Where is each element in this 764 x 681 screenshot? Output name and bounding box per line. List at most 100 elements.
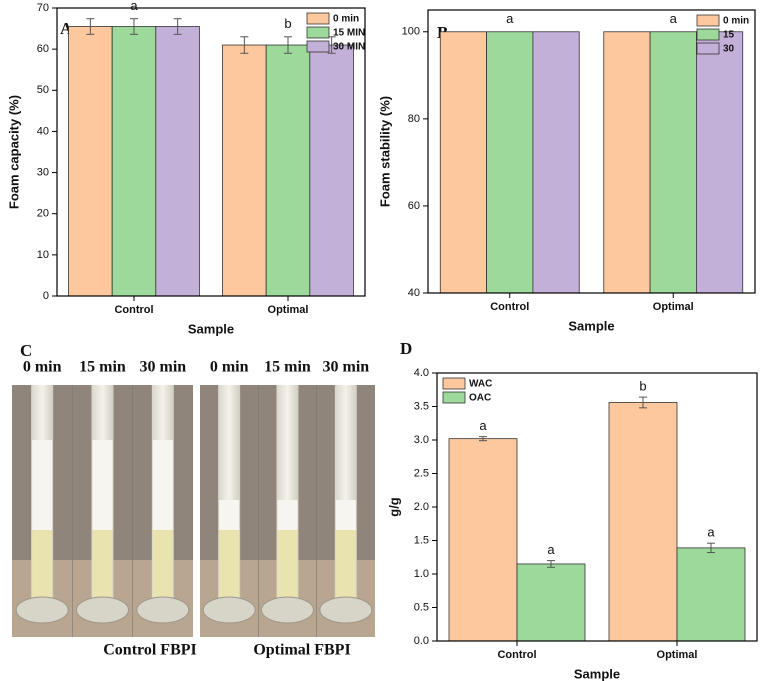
liquid xyxy=(219,530,240,600)
y-tick-label: 0.5 xyxy=(414,601,429,613)
plot-frame xyxy=(436,372,758,642)
y-tick-label: 60 xyxy=(37,43,49,55)
time-label: 0 min xyxy=(23,359,62,376)
bar xyxy=(676,547,746,642)
bar xyxy=(608,402,678,642)
y-axis-label: Foam capacity (%) xyxy=(6,95,21,209)
significance-letter: a xyxy=(479,418,487,433)
panel-label: C xyxy=(20,341,32,360)
x-axis-label: Sample xyxy=(568,318,614,333)
legend-swatch xyxy=(442,391,466,404)
time-label: 15 min xyxy=(79,359,126,376)
legend-label: OAC xyxy=(469,393,491,404)
bar xyxy=(696,31,744,294)
bar xyxy=(448,438,518,642)
photo-caption: Optimal FBPI xyxy=(253,642,350,659)
x-tick-label: Optimal xyxy=(657,649,698,661)
y-tick-label: 0 xyxy=(43,290,49,302)
legend-label: 0 min xyxy=(333,14,359,25)
y-axis-label: g/g xyxy=(386,497,401,517)
time-label: 30 min xyxy=(139,359,186,376)
bar xyxy=(439,31,487,294)
cylinder-base xyxy=(136,596,190,624)
legend-label: 30 xyxy=(723,44,735,55)
x-tick-label: Control xyxy=(497,649,536,661)
bar xyxy=(649,31,697,294)
y-tick-label: 2.5 xyxy=(414,467,429,479)
y-tick-label: 1.5 xyxy=(414,534,429,546)
liquid xyxy=(335,530,356,600)
x-tick-label: Optimal xyxy=(653,301,694,313)
legend-swatch xyxy=(306,12,330,25)
y-tick-label: 0.0 xyxy=(414,635,429,647)
plot-frame xyxy=(56,7,366,297)
significance-letter: b xyxy=(284,16,291,31)
legend-swatch xyxy=(306,40,330,53)
legend-label: 30 MIN xyxy=(333,42,365,53)
bar xyxy=(265,44,311,297)
foam xyxy=(219,500,240,530)
cylinder-base xyxy=(319,596,373,624)
y-tick-label: 50 xyxy=(37,84,49,96)
y-tick-label: 4.0 xyxy=(414,367,429,379)
y-tick-label: 60 xyxy=(408,200,420,212)
photo-caption: Control FBPI xyxy=(103,642,196,659)
significance-letter: b xyxy=(639,379,646,394)
legend-swatch xyxy=(696,14,720,27)
time-label: 0 min xyxy=(210,359,249,376)
plot-frame xyxy=(427,9,756,294)
liquid xyxy=(277,530,298,600)
legend-label: 15 xyxy=(723,30,735,41)
x-tick-label: Control xyxy=(490,301,529,313)
foam xyxy=(152,440,173,530)
bar xyxy=(155,26,200,297)
bar xyxy=(222,44,267,297)
x-axis-label: Sample xyxy=(188,321,234,336)
bar xyxy=(68,26,113,297)
y-tick-label: 100 xyxy=(402,26,420,38)
y-tick-label: 40 xyxy=(408,287,420,299)
legend-swatch xyxy=(306,26,330,39)
legend-swatch xyxy=(696,28,720,41)
bar xyxy=(309,44,354,297)
y-axis-label: Foam stability (%) xyxy=(377,96,392,207)
y-tick-label: 1.0 xyxy=(414,568,429,580)
liquid xyxy=(92,530,113,600)
y-tick-label: 2.0 xyxy=(414,501,429,513)
legend-swatch xyxy=(442,377,466,390)
cylinder-base xyxy=(261,596,314,624)
significance-letter: a xyxy=(547,542,555,557)
significance-letter: a xyxy=(707,525,715,540)
liquid xyxy=(152,530,173,600)
panel-label: D xyxy=(400,339,412,358)
y-tick-label: 80 xyxy=(408,113,420,125)
significance-letter: a xyxy=(506,11,514,26)
bar xyxy=(516,563,586,642)
photo-panel: C 0 min 15 min 30 min Control FBPI 0 min 15 m… xyxy=(12,341,375,659)
cylinder-base xyxy=(202,596,256,624)
y-tick-label: 10 xyxy=(37,249,49,261)
liquid xyxy=(32,530,53,600)
y-tick-label: 30 xyxy=(37,166,49,178)
foam xyxy=(32,440,53,530)
legend-swatch xyxy=(696,42,720,55)
foam xyxy=(277,500,298,530)
legend-label: 15 MIN xyxy=(333,28,365,39)
x-tick-label: Control xyxy=(114,304,153,316)
cylinder-base xyxy=(15,596,69,624)
y-tick-label: 3.5 xyxy=(414,400,429,412)
cylinder-base xyxy=(76,596,129,624)
bar xyxy=(111,26,157,297)
foam xyxy=(92,440,113,530)
bar xyxy=(486,31,534,294)
significance-letter: a xyxy=(130,0,138,13)
x-tick-label: Optimal xyxy=(268,304,309,316)
y-tick-label: 3.0 xyxy=(414,434,429,446)
x-axis-label: Sample xyxy=(574,666,620,681)
y-tick-label: 20 xyxy=(37,208,49,220)
time-label: 15 min xyxy=(264,359,311,376)
foam xyxy=(335,500,356,530)
bar xyxy=(532,31,580,294)
y-tick-label: 70 xyxy=(37,2,49,14)
